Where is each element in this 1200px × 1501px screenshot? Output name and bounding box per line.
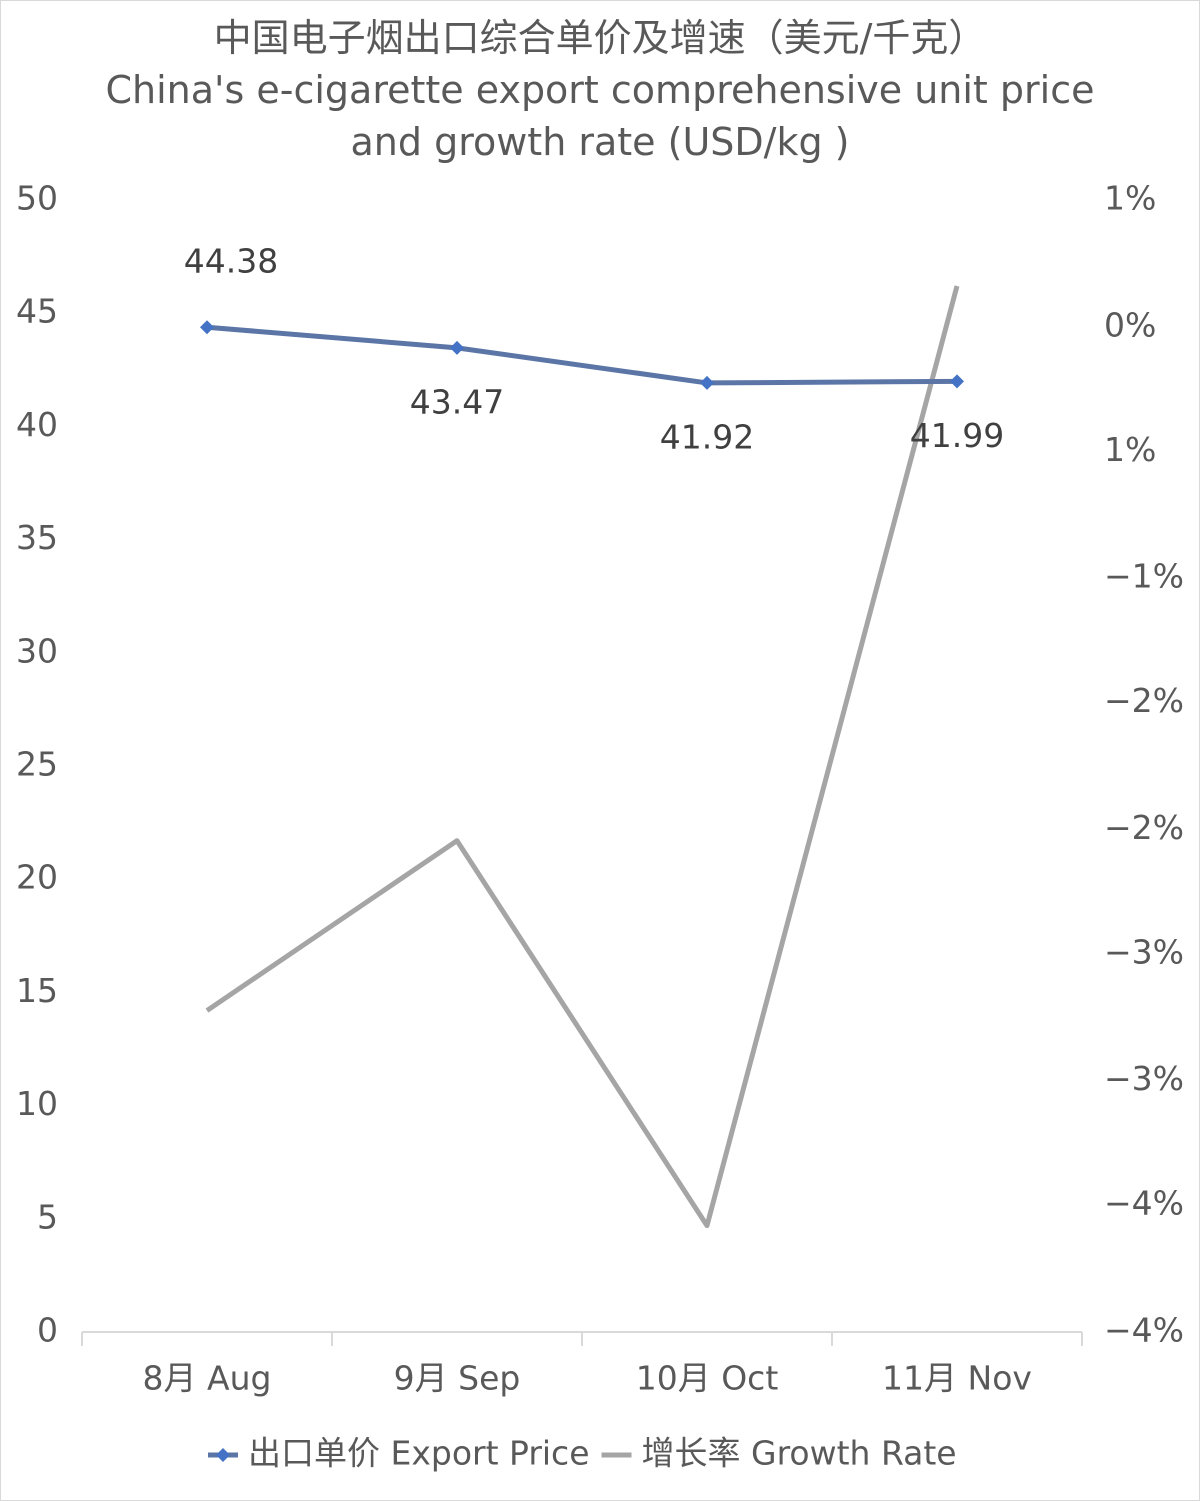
y-tick-label: 50 [16,179,58,218]
marker [950,374,964,389]
y-tick-label: 20 [16,858,58,897]
y2-tick-label: 1% [1104,179,1156,218]
y-tick-label: 25 [16,745,58,784]
y-tick-label: 30 [16,631,58,670]
legend-marker [216,1448,230,1462]
y-tick-label: 45 [16,292,58,331]
marker [200,320,214,335]
x-tick-label: 10月 Oct [636,1359,779,1398]
y-tick-label: 10 [16,1084,58,1123]
y-tick-label: 15 [16,971,58,1010]
data-label: 43.47 [410,382,504,421]
chart-title: 中国电子烟出口综合单价及增速（美元/千克） [213,16,987,60]
y2-tick-label: 0% [1104,305,1156,344]
y-tick-label: 40 [16,405,58,444]
legend-label: 增长率 Growth Rate [642,1434,957,1473]
y2-tick-label: 1% [1104,430,1156,469]
y2-tick-label: −2% [1104,681,1184,720]
data-label: 44.38 [184,242,278,281]
x-tick-label: 8月 Aug [143,1359,272,1398]
y2-tick-label: −1% [1104,557,1184,596]
marker [450,340,464,355]
y2-tick-label: −3% [1104,1059,1184,1098]
y-tick-label: 5 [37,1197,58,1236]
x-tick-label: 9月 Sep [394,1359,521,1398]
series-line [205,285,960,1229]
y2-tick-label: −4% [1104,1184,1184,1223]
data-label: 41.92 [660,417,754,456]
chart-subtitle: China's e-cigarette export comprehensive… [105,68,1095,164]
data-label: 41.99 [910,416,1004,455]
title-block: 中国电子烟出口综合单价及增速（美元/千克） China's e-cigarett… [100,12,1100,168]
y-tick-label: 0 [37,1311,58,1350]
y2-tick-label: −2% [1104,808,1184,847]
marker [700,375,714,390]
series-line [206,324,958,386]
legend-label: 出口单价 Export Price [248,1434,590,1473]
y2-tick-label: −4% [1104,1311,1184,1350]
x-tick-label: 11月 Nov [882,1359,1032,1398]
y2-tick-label: −3% [1104,932,1184,971]
y-tick-label: 35 [16,518,58,557]
